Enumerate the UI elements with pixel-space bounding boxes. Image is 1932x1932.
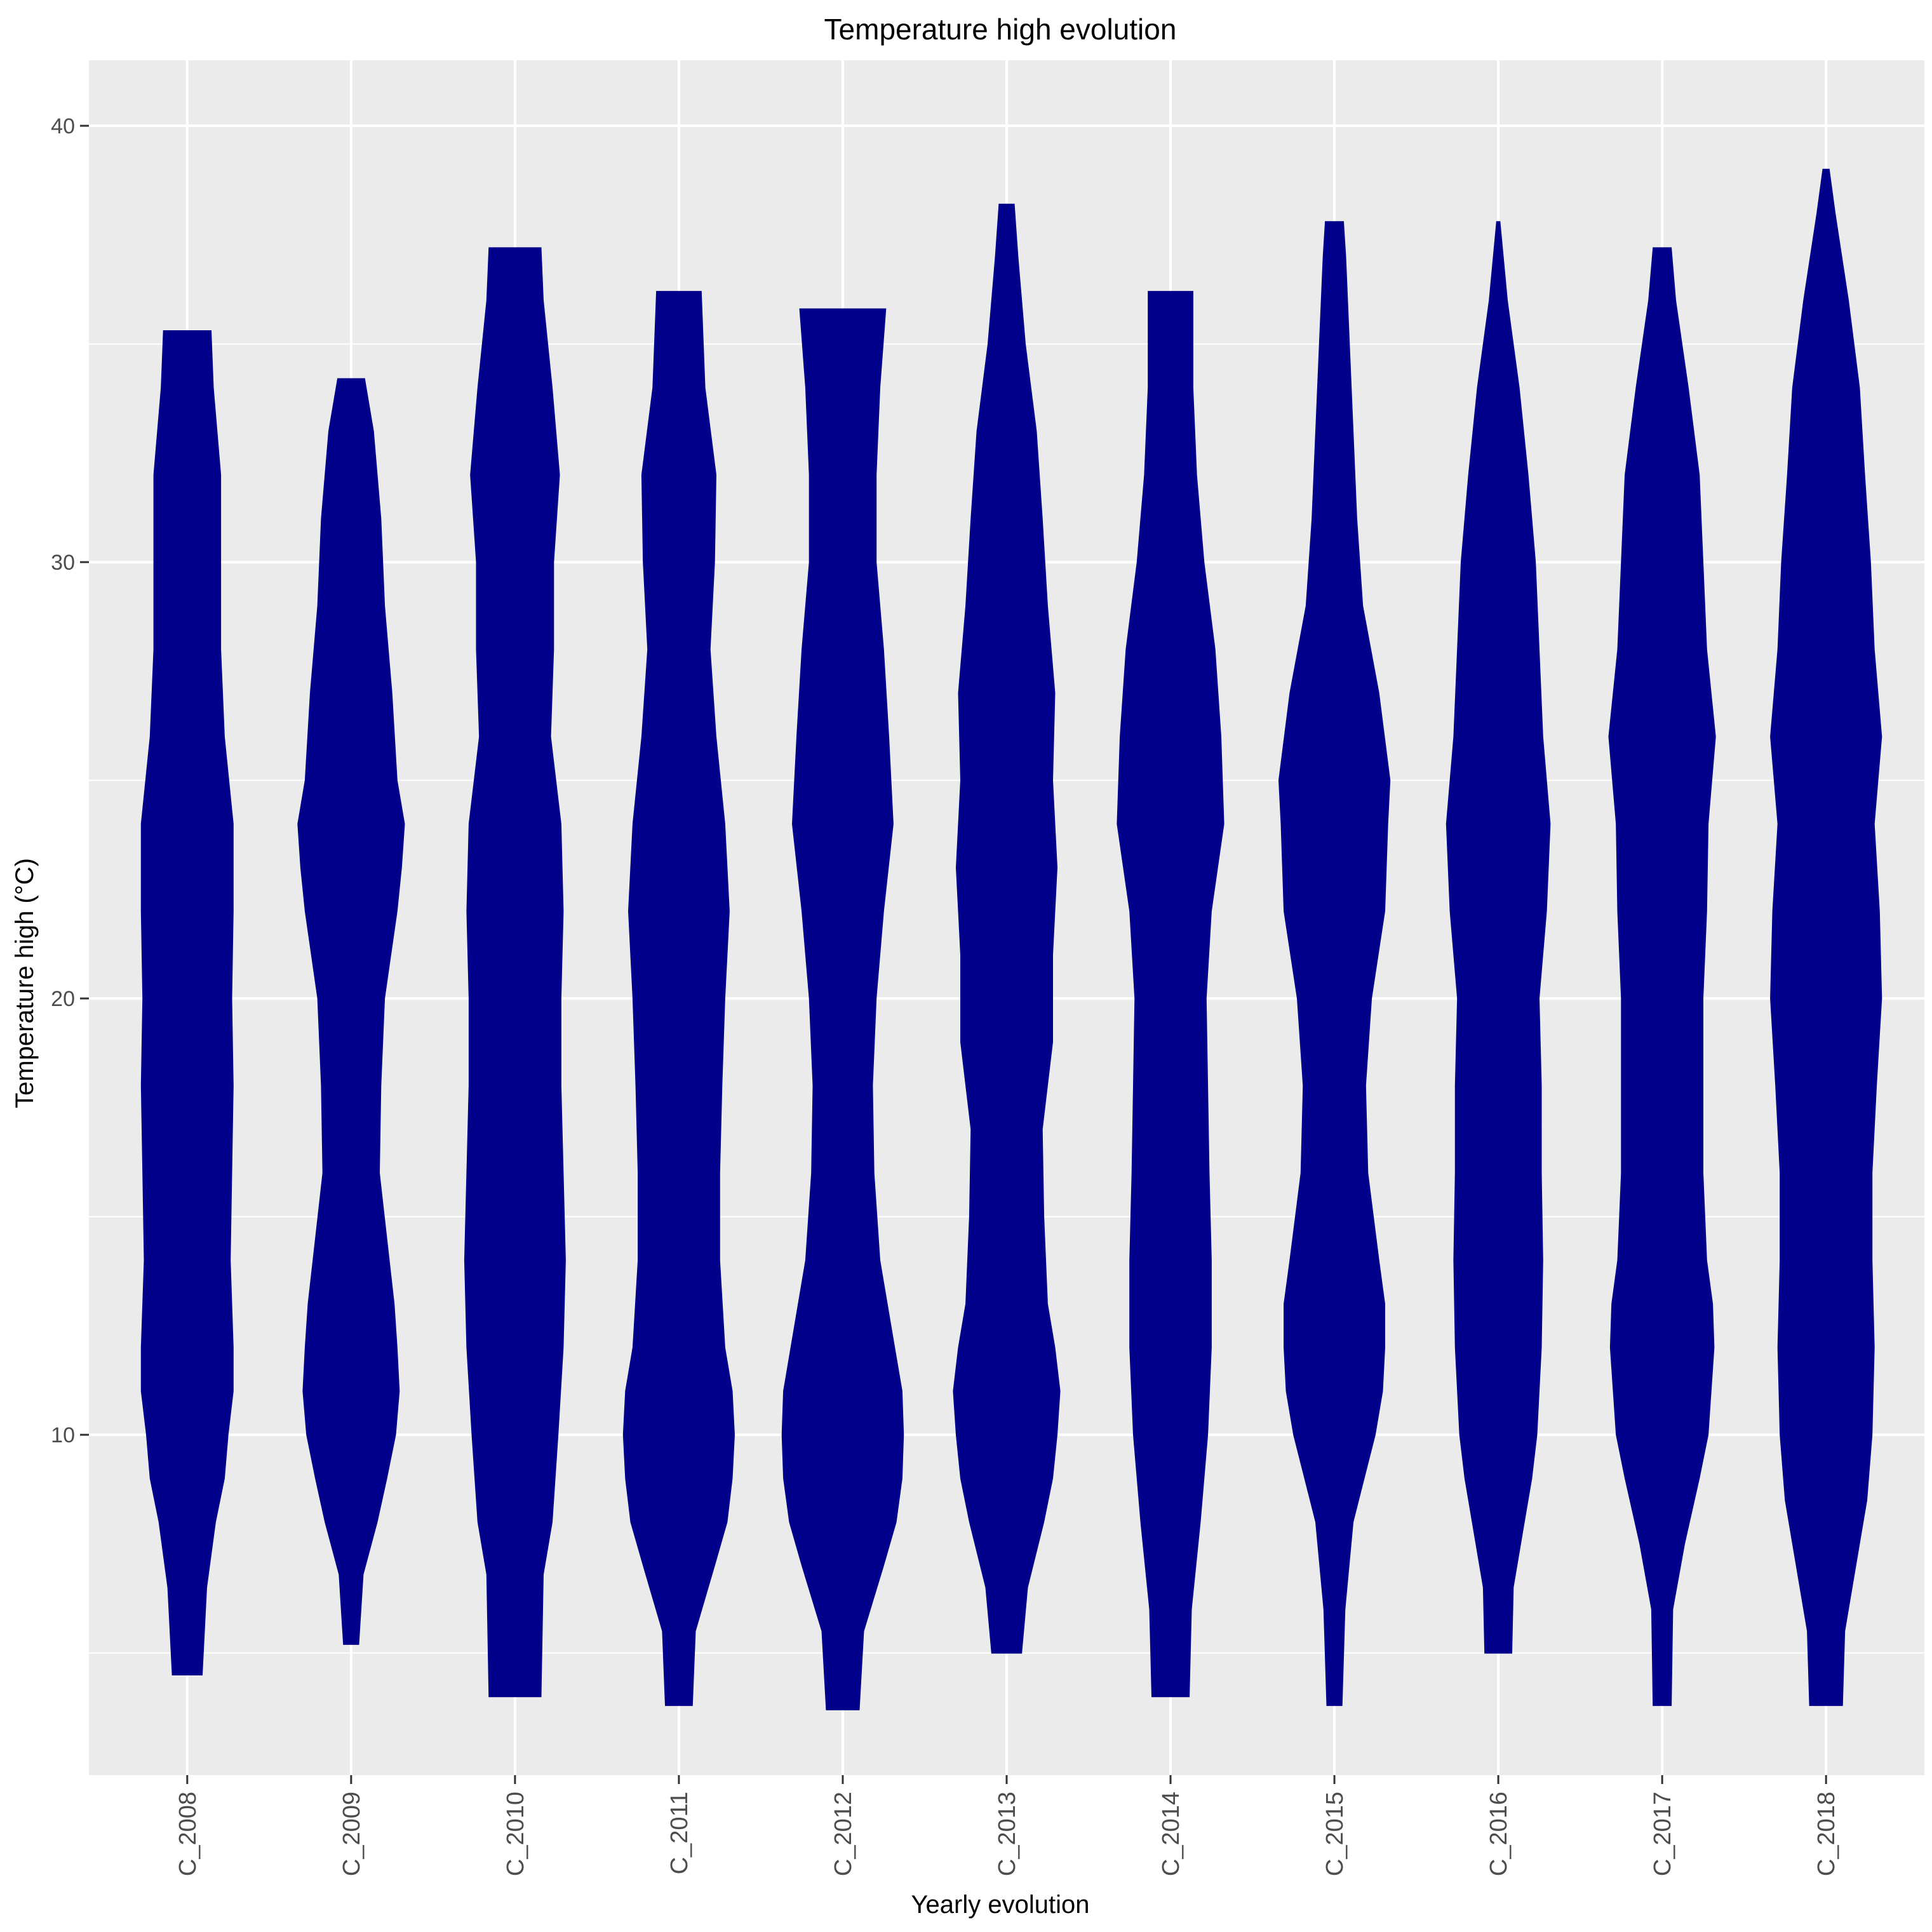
violin-c-2008 xyxy=(140,330,234,1675)
violin-c-2017 xyxy=(1608,247,1716,1707)
x-tick-label: C_2016 xyxy=(1486,1792,1512,1876)
violin-c-2011 xyxy=(622,291,735,1707)
y-axis-title: Temperature high (°C) xyxy=(11,858,39,1108)
y-tick-label: 30 xyxy=(51,551,75,575)
x-axis-title: Yearly evolution xyxy=(911,1891,1090,1919)
violin-c-2009 xyxy=(297,378,405,1645)
x-tick-label: C_2011 xyxy=(666,1792,693,1874)
violin-c-2012 xyxy=(781,308,904,1710)
x-axis: C_2008 C_2009 C_2010 C_2011 C_2012 C_2013 C_20… xyxy=(175,1775,1840,1876)
y-tick-label: 40 xyxy=(51,114,75,138)
violin-c-2013 xyxy=(953,203,1061,1654)
x-tick-label: C_2015 xyxy=(1322,1792,1348,1876)
x-tick-label: C_2012 xyxy=(830,1792,857,1876)
violin-c-2018 xyxy=(1770,168,1882,1707)
violin-c-2010 xyxy=(464,247,566,1698)
violin-c-2014 xyxy=(1117,291,1224,1698)
x-tick-label: C_2013 xyxy=(994,1792,1021,1876)
x-tick-label: C_2010 xyxy=(502,1792,529,1876)
y-tick-label: 20 xyxy=(51,987,75,1011)
y-axis: 10 20 30 40 xyxy=(51,114,89,1447)
violin-c-2015 xyxy=(1278,221,1391,1707)
x-tick-label: C_2017 xyxy=(1649,1792,1676,1876)
violin-c-2016 xyxy=(1446,221,1551,1654)
x-tick-label: C_2008 xyxy=(175,1792,201,1876)
chart-title: Temperature high evolution xyxy=(824,13,1177,46)
violin-layer xyxy=(140,168,1882,1710)
x-tick-label: C_2014 xyxy=(1158,1792,1184,1876)
y-tick-label: 10 xyxy=(51,1423,75,1447)
x-tick-label: C_2018 xyxy=(1813,1792,1840,1876)
x-tick-label: C_2009 xyxy=(339,1792,365,1876)
